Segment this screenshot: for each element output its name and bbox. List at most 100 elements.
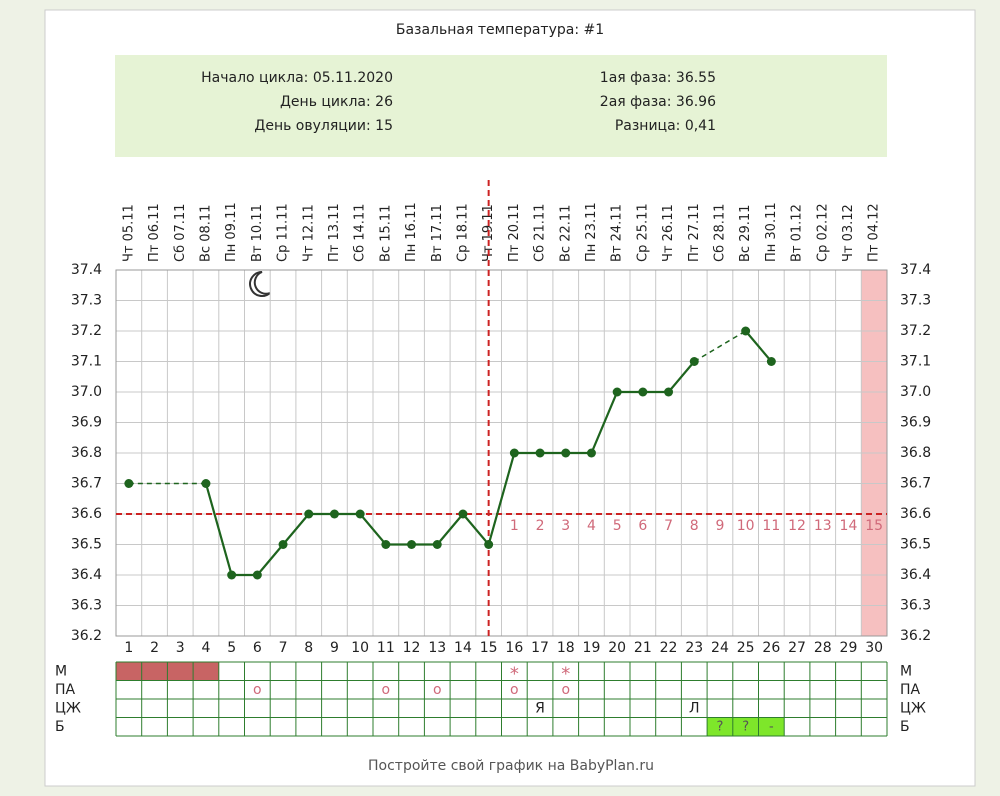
table-fill xyxy=(193,662,219,681)
date-label: Ср 18.11 xyxy=(455,203,470,262)
y-tick-label-right: 36.8 xyxy=(900,445,931,461)
date-label: Пн 30.11 xyxy=(764,202,779,262)
table-entry: o xyxy=(253,682,262,698)
date-label: Сб 28.11 xyxy=(712,204,727,262)
date-label: Пт 04.12 xyxy=(867,203,882,262)
x-tick-label: 3 xyxy=(176,640,185,656)
date-label: Сб 21.11 xyxy=(533,204,548,262)
table-entry: Л xyxy=(689,700,700,716)
luteal-day-label: 14 xyxy=(840,518,858,534)
row-label: ПА xyxy=(55,682,76,698)
info-value: 15 xyxy=(375,118,393,134)
table-entry: ? xyxy=(742,719,749,734)
table-entry: * xyxy=(561,663,570,684)
info-box xyxy=(115,55,887,157)
y-tick-label: 37.3 xyxy=(71,293,102,309)
date-label: Пн 09.11 xyxy=(224,202,239,262)
date-label: Чт 26.11 xyxy=(661,204,676,262)
date-label: Пт 06.11 xyxy=(147,203,162,262)
temperature-point xyxy=(484,540,494,549)
temperature-point xyxy=(612,387,622,397)
luteal-day-label: 12 xyxy=(788,518,806,534)
chart-title: Базальная температура: #1 xyxy=(396,22,604,38)
y-tick-label: 37.0 xyxy=(71,384,102,400)
temperature-point xyxy=(432,540,442,549)
moon xyxy=(249,271,271,297)
luteal-day-label: 4 xyxy=(587,518,596,534)
date-label: Чт 05.11 xyxy=(121,204,136,262)
luteal-day-label: 5 xyxy=(613,518,622,534)
row-label: ЦЖ xyxy=(55,700,81,716)
date-label: Ср 02.12 xyxy=(815,203,830,262)
x-tick-label: 25 xyxy=(737,640,755,656)
x-tick-label: 19 xyxy=(583,640,601,656)
table-entry: o xyxy=(561,682,570,698)
table-entry: o xyxy=(433,682,442,698)
temperature-point xyxy=(278,540,288,549)
date-label: Вт 24.11 xyxy=(610,204,625,262)
y-tick-label-right: 37.1 xyxy=(900,354,931,370)
x-tick-label: 15 xyxy=(480,640,498,656)
info-item: День цикла: 26 xyxy=(280,94,393,110)
info-label: 2ая фаза: xyxy=(600,94,672,110)
y-tick-label: 36.7 xyxy=(71,476,102,492)
temperature-point xyxy=(227,570,237,580)
table-entry: o xyxy=(382,682,391,698)
x-tick-label: 2 xyxy=(150,640,159,656)
moon-icon xyxy=(249,271,271,297)
luteal-day-label: 3 xyxy=(561,518,570,534)
row-label-right: Б xyxy=(900,719,910,735)
info-value: 36.96 xyxy=(676,94,716,110)
luteal-day-label: 1 xyxy=(510,518,519,534)
x-tick-label: 24 xyxy=(711,640,729,656)
row-label: М xyxy=(55,663,67,679)
x-tick-label: 27 xyxy=(788,640,806,656)
x-tick-label: 20 xyxy=(608,640,626,656)
table-entry: ? xyxy=(716,719,723,734)
date-label: Сб 07.11 xyxy=(173,204,188,262)
luteal-day-label: 9 xyxy=(715,518,724,534)
info-item: 2ая фаза: 36.96 xyxy=(600,94,716,110)
temperature-point xyxy=(509,448,519,458)
info-item: Начало цикла: 05.11.2020 xyxy=(201,70,393,86)
table-fill xyxy=(141,662,168,681)
date-label: Сб 14.11 xyxy=(353,204,368,262)
temperature-point xyxy=(766,357,776,366)
x-tick-label: 8 xyxy=(304,640,313,656)
luteal-day-label: 7 xyxy=(664,518,673,534)
y-tick-label: 37.2 xyxy=(71,323,102,339)
y-tick-label-right: 36.4 xyxy=(900,567,931,583)
table-entry: * xyxy=(510,663,519,684)
gap-connector xyxy=(693,330,747,363)
y-tick-label: 36.5 xyxy=(71,537,102,553)
row-label: Б xyxy=(55,719,65,735)
y-tick-label: 36.9 xyxy=(71,415,102,431)
date-label: Пт 27.11 xyxy=(687,203,702,262)
date-label: Ср 11.11 xyxy=(276,203,291,262)
x-tick-label: 4 xyxy=(201,640,210,656)
temperature-point xyxy=(458,509,468,519)
plot-border xyxy=(115,269,888,637)
info-value: 36.55 xyxy=(676,70,716,86)
row-label-right: ЦЖ xyxy=(900,700,926,716)
table-fill xyxy=(116,662,142,681)
x-tick-label: 28 xyxy=(814,640,832,656)
table-fill xyxy=(758,717,785,736)
table-entry: o xyxy=(510,682,519,698)
y-tick-label: 36.3 xyxy=(71,598,102,614)
y-tick-label: 37.4 xyxy=(71,262,102,278)
info-label: Начало цикла: xyxy=(201,70,308,86)
temperature-point xyxy=(561,448,571,458)
y-tick-label-right: 36.3 xyxy=(900,598,931,614)
y-tick-label: 36.2 xyxy=(71,628,102,644)
table-fill xyxy=(732,717,759,736)
temperature-line xyxy=(744,330,773,363)
y-tick-label-right: 36.2 xyxy=(900,628,931,644)
date-label: Пн 23.11 xyxy=(584,202,599,262)
x-tick-label: 13 xyxy=(428,640,446,656)
date-label: Вс 08.11 xyxy=(198,205,213,262)
temperature-point xyxy=(741,326,751,336)
temperature-point xyxy=(252,570,262,580)
x-tick-label: 14 xyxy=(454,640,472,656)
x-tick-label: 12 xyxy=(403,640,421,656)
